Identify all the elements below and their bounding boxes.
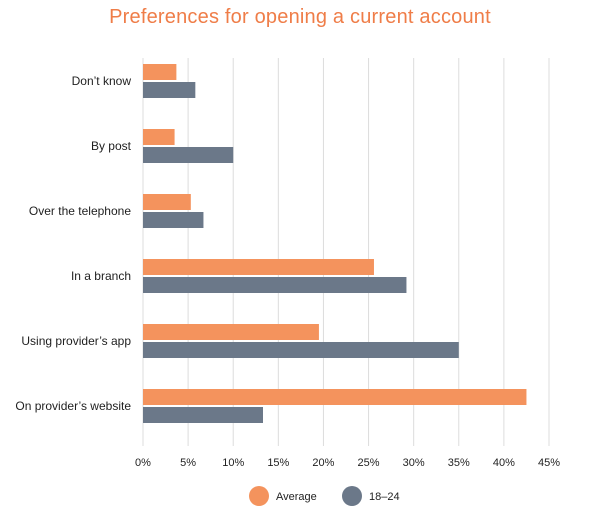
bar-18-24-over-the-telephone	[143, 212, 204, 228]
category-label: Over the telephone	[29, 204, 131, 218]
x-tick-label: 30%	[403, 457, 425, 469]
category-label: By post	[91, 139, 132, 153]
x-axis-ticks: 0% 5% 10% 15% 20% 25% 30% 35% 40% 45%	[135, 457, 560, 469]
x-tick-label: 40%	[493, 457, 515, 469]
bar-average-in-a-branch	[143, 259, 374, 275]
category-label: On provider’s website	[15, 399, 131, 413]
category-label: Don’t know	[72, 74, 132, 88]
x-tick-label: 35%	[448, 457, 470, 469]
category-label: Using provider’s app	[21, 334, 131, 348]
bar-18-24-using-provider-s-app	[143, 342, 459, 358]
x-tick-label: 45%	[538, 457, 560, 469]
bars	[143, 64, 527, 423]
x-tick-label: 20%	[312, 457, 334, 469]
legend-swatch-18-24	[342, 486, 362, 506]
bar-18-24-don-t-know	[143, 82, 196, 98]
x-tick-label: 0%	[135, 457, 151, 469]
legend: Average 18–24	[249, 486, 400, 506]
bar-18-24-by-post	[143, 147, 234, 163]
chart-title: Preferences for opening a current accoun…	[109, 6, 491, 28]
x-tick-label: 25%	[358, 457, 380, 469]
bar-18-24-in-a-branch	[143, 277, 407, 293]
category-label: In a branch	[71, 269, 131, 283]
legend-label-average: Average	[276, 491, 317, 503]
gridlines	[142, 58, 550, 446]
bar-average-don-t-know	[143, 64, 177, 80]
bar-average-by-post	[143, 129, 175, 145]
x-tick-label: 5%	[180, 457, 196, 469]
bar-average-using-provider-s-app	[143, 324, 319, 340]
bar-18-24-on-provider-s-website	[143, 407, 263, 423]
x-tick-label: 10%	[222, 457, 244, 469]
bar-average-over-the-telephone	[143, 194, 191, 210]
legend-label-18-24: 18–24	[369, 491, 400, 503]
x-tick-label: 15%	[267, 457, 289, 469]
legend-swatch-average	[249, 486, 269, 506]
category-labels: Don’t know By post Over the telephone In a …	[15, 74, 131, 413]
bar-average-on-provider-s-website	[143, 389, 527, 405]
